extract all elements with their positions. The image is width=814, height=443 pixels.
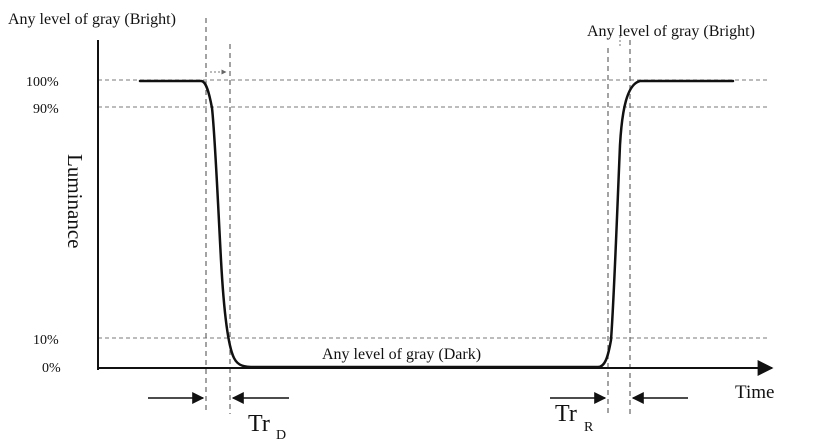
y-axis-label: Luminance [63, 154, 87, 248]
tr-d-label-sub: D [276, 428, 286, 443]
tr-r-label-sub: R [584, 420, 594, 435]
level-100-label: 100% [26, 75, 59, 90]
level-0-label: 0% [42, 361, 61, 376]
tr-r-label-main: Tr [555, 401, 577, 427]
dark-level-label: Any level of gray (Dark) [322, 346, 481, 363]
luminance-curve [138, 79, 735, 369]
x-axis-label: Time [735, 382, 774, 403]
top-right-bright-label: Any level of gray (Bright) [587, 23, 755, 40]
level-90-label: 90% [33, 102, 59, 117]
level-10-label: 10% [33, 333, 59, 348]
tr-d-label-main: Tr [248, 411, 270, 437]
top-left-bright-label: Any level of gray (Bright) [8, 11, 176, 28]
